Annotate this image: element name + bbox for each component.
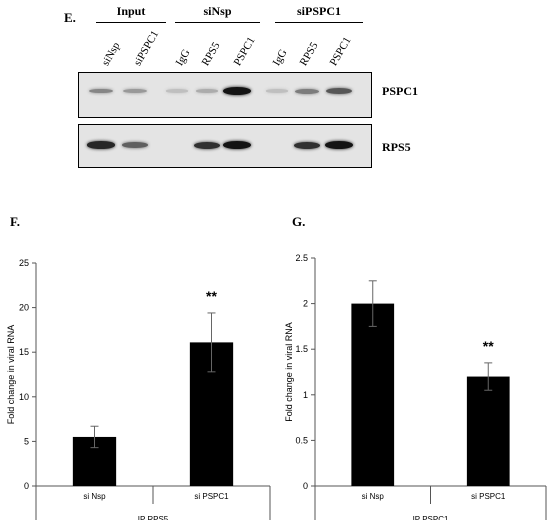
blot-band	[294, 88, 320, 94]
panel-g-label: G.	[292, 214, 306, 229]
y-tick-label: 1	[303, 390, 308, 400]
blot-band	[193, 141, 221, 149]
y-tick-label: 20	[19, 303, 29, 313]
blot-band	[88, 88, 114, 94]
blot-band	[195, 89, 219, 93]
group-underline-input	[96, 22, 166, 23]
lane-label: PSPC1	[231, 34, 258, 68]
blot-band	[265, 89, 289, 93]
y-tick-label: 15	[19, 347, 29, 357]
y-axis-label: Fold change in viral RNA	[284, 322, 294, 422]
blot-band	[123, 88, 147, 94]
y-tick-label: 0	[303, 481, 308, 491]
y-tick-label: 1.5	[295, 344, 308, 354]
y-tick-label: 2	[303, 299, 308, 309]
category-label: si Nsp	[362, 492, 385, 501]
blot-band	[122, 142, 148, 148]
lane-label: siPSPC1	[131, 28, 162, 68]
blot-band	[165, 89, 189, 93]
bar	[351, 303, 395, 486]
group-underline-sipspc1	[275, 22, 363, 23]
y-tick-label: 10	[19, 392, 29, 402]
group-label-sipspc1: siPSPC1	[296, 4, 341, 18]
y-axis-label: Fold change in viral RNA	[6, 325, 16, 425]
lane-label: RPS5	[297, 40, 321, 68]
blot-band	[223, 141, 251, 149]
lane-label: siNsp	[99, 40, 123, 68]
bar-chart-ip-pspc1: 0 0.5 1 1.5 2 2.5 si Nsp ** si PSPC1 IP PSPC1 Fold…	[284, 253, 547, 520]
panel-e-label: E.	[64, 10, 76, 25]
y-tick-label: 5	[24, 436, 29, 446]
western-blot-pspc1	[78, 72, 372, 118]
panel-f-label: F.	[10, 214, 20, 229]
y-tick-label: 0.5	[295, 435, 308, 445]
bar	[466, 376, 510, 486]
category-label: si PSPC1	[471, 492, 506, 501]
blot-band	[293, 141, 321, 149]
group-label-sinsp: siNsp	[203, 4, 232, 18]
category-label: si Nsp	[83, 492, 106, 501]
blot-band	[223, 87, 251, 95]
blot-band	[326, 88, 352, 94]
y-tick-label: 2.5	[295, 253, 308, 263]
bar-chart-ip-rps5: 0 5 10 15 20 25 si Nsp ** si PSPC1 IP RPS5 Fold ch…	[6, 258, 271, 520]
group-label-input: Input	[116, 4, 146, 18]
blot-band	[87, 141, 115, 149]
lane-label: RPS5	[199, 40, 223, 68]
lane-label: PSPC1	[327, 34, 354, 68]
group-label: IP PSPC1	[413, 515, 449, 520]
blot-band	[325, 141, 353, 149]
category-label: si PSPC1	[194, 492, 229, 501]
western-blot-rps5	[78, 124, 372, 168]
lane-label: IgG	[270, 47, 290, 68]
blot-label-pspc1: PSPC1	[382, 84, 418, 98]
significance-marker: **	[483, 338, 494, 354]
blot-label-rps5: RPS5	[382, 140, 411, 154]
group-underline-sinsp	[175, 22, 260, 23]
group-label: IP RPS5	[138, 515, 169, 520]
lane-label: IgG	[173, 47, 193, 68]
y-tick-label: 0	[24, 481, 29, 491]
significance-marker: **	[206, 288, 217, 304]
y-tick-label: 25	[19, 258, 29, 268]
